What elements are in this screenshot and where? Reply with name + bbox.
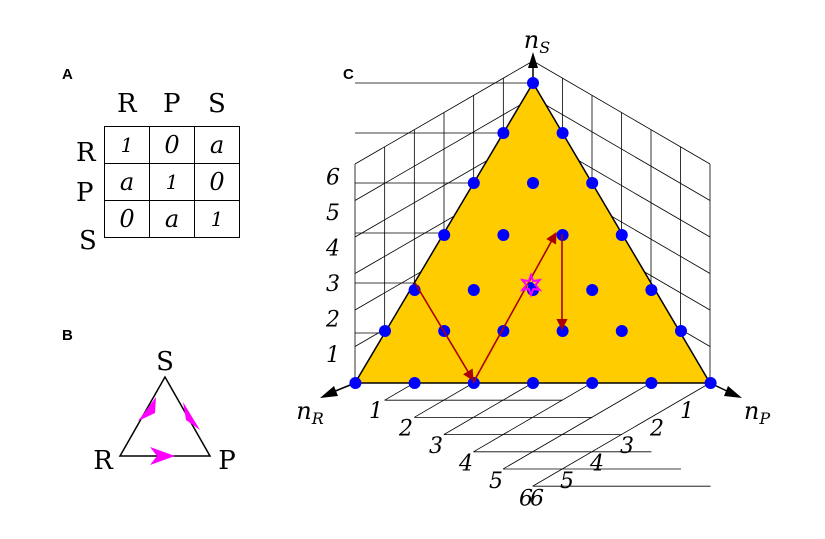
matrix-cell-sp: a [149, 200, 195, 238]
matrix-row-s: 0 a 1 [104, 200, 240, 238]
lattice-dot [645, 377, 658, 389]
trajectory-arrows [414, 232, 568, 384]
matrix-cell-pr: a [104, 163, 150, 201]
cycle-arrow-s-to-r [138, 397, 156, 421]
axis-label-ns: nS [524, 26, 550, 57]
lattice-dot [556, 127, 569, 139]
cycle-arrow-p-to-s [183, 402, 200, 430]
tick-label-np: 1 [680, 399, 694, 424]
lattice-dots [349, 77, 717, 389]
tick-label-nr: 1 [369, 399, 383, 424]
lattice-dot [527, 77, 539, 89]
lattice-dot [586, 284, 599, 296]
tick-label-nr: 2 [398, 417, 413, 442]
matrix-cell-ss: 1 [194, 200, 240, 238]
tick-label-np: 4 [589, 452, 604, 477]
tick-label-ns: 1 [326, 343, 340, 368]
fixed-point-star [519, 272, 543, 298]
panel-label-a: A [62, 66, 73, 83]
lattice-dot [497, 229, 510, 241]
matrix-cell-rs: a [194, 126, 240, 164]
lattice-dot [527, 177, 539, 189]
lattice-dot [675, 325, 687, 337]
lattice-dot [408, 377, 421, 389]
matrix-cell-ps: 0 [194, 163, 240, 201]
lattice-dot [645, 284, 658, 296]
matrix-cell-pp: 1 [149, 163, 195, 201]
panel-label-c: C [343, 66, 354, 83]
axis-np-arrowhead [724, 386, 742, 398]
tick-label-ns: 3 [326, 272, 340, 297]
tick-label-np: 6 [530, 487, 544, 512]
matrix-row-header-s: S [79, 226, 97, 256]
tick-label-ns: 4 [325, 237, 340, 262]
matrix-col-header-p: P [163, 89, 181, 119]
axis-nr-arrowhead [320, 386, 338, 398]
tick-label-nr: 3 [429, 434, 443, 459]
tick-label-nr: 5 [489, 469, 503, 494]
lattice-dot [349, 377, 362, 389]
tick-label-np: 2 [649, 417, 664, 442]
axis-label-nr: nR [296, 397, 324, 428]
tick-label-np: 3 [620, 434, 634, 459]
matrix-col-header-s: S [208, 89, 226, 119]
grid-line [532, 382, 711, 487]
tick-label-nr: 4 [458, 452, 473, 477]
cycle-label-p: P [218, 446, 236, 476]
matrix-cell-rr: 1 [104, 126, 150, 164]
lattice-dot [379, 325, 391, 337]
tick-label-ns: 5 [326, 201, 340, 226]
lattice-dot [527, 377, 539, 389]
trajectory-arrow [414, 282, 474, 381]
star-center-dot [528, 282, 534, 288]
cycle-label-r: R [93, 446, 114, 476]
star-outline [519, 272, 543, 298]
matrix-row-p: a 1 0 [104, 163, 240, 201]
lattice-dot [467, 177, 480, 189]
matrix-row-header-r: R [76, 138, 96, 168]
lattice-dot [497, 127, 510, 139]
tick-label-np: 5 [560, 469, 574, 494]
axis-label-np: nP [744, 397, 770, 428]
tick-label-ns: 2 [325, 308, 340, 333]
lattice-dot [704, 377, 717, 389]
tick-label-nr: 6 [519, 487, 533, 512]
matrix-row-header-p: P [76, 178, 94, 208]
lattice-dot [586, 377, 599, 389]
lattice-dot [615, 325, 628, 337]
lattice-dot [586, 177, 599, 189]
matrix-row-r: 1 0 a [104, 126, 240, 164]
cycle-arrows [138, 397, 200, 465]
lattice-dot [615, 229, 628, 241]
matrix-col-header-r: R [117, 89, 137, 119]
cycle-label-s: S [156, 347, 174, 377]
trajectory-arrow [472, 232, 557, 384]
panel-label-b: B [62, 327, 73, 344]
lattice-dot [438, 229, 451, 241]
axis-ns-arrowhead [528, 52, 538, 68]
cycle-arrow-r-to-p [150, 447, 175, 465]
payoff-matrix: 1 0 a a 1 0 0 a 1 [104, 126, 240, 238]
lattice-dot [467, 284, 480, 296]
tick-label-ns: 6 [326, 166, 340, 191]
